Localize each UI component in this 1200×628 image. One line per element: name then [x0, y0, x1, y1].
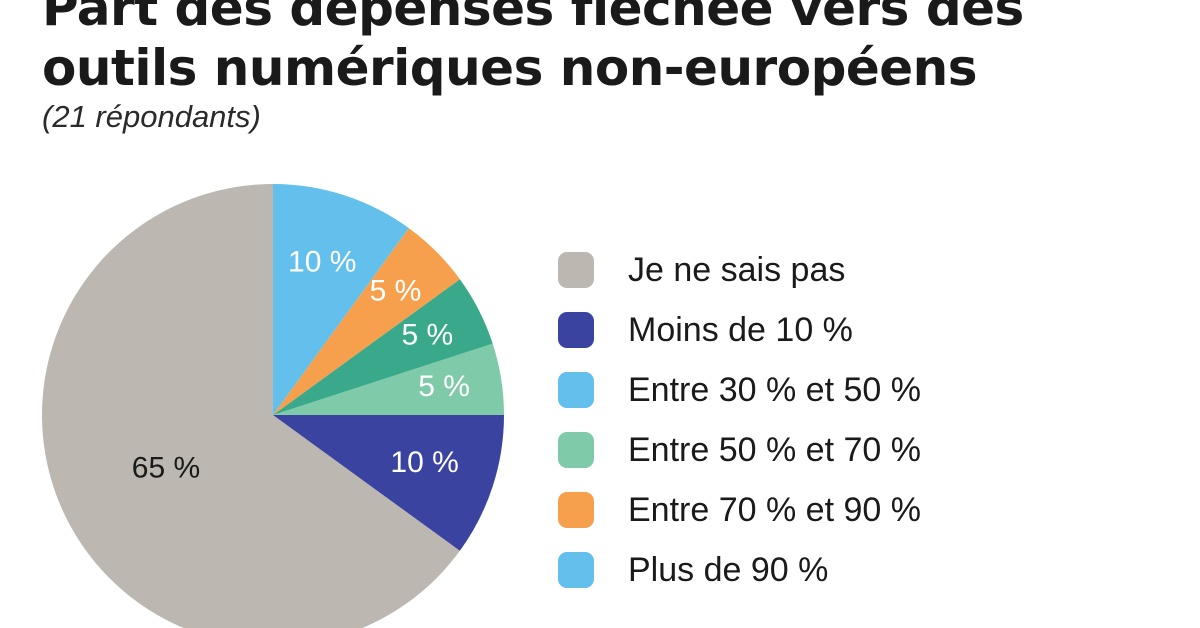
pie-slice-label: 10 %	[390, 446, 458, 479]
pie-slice	[273, 228, 460, 415]
chart-title-line-1: Part des dépenses fléchée vers des	[42, 0, 1024, 37]
pie-slice-label: 5 %	[370, 274, 422, 307]
pie-slice	[273, 279, 493, 415]
legend-item: Moins de 10 %	[558, 300, 921, 360]
legend-label: Entre 50 % et 70 %	[628, 430, 921, 469]
pie-slice-label: 5 %	[418, 370, 470, 403]
legend-swatch	[558, 372, 594, 408]
chart-legend: Je ne sais pas Moins de 10 % Entre 30 % et…	[558, 240, 921, 600]
legend-swatch	[558, 312, 594, 348]
legend-label: Moins de 10 %	[628, 310, 853, 349]
legend-item: Entre 70 % et 90 %	[558, 480, 921, 540]
pie-slice	[273, 415, 504, 551]
legend-swatch	[558, 252, 594, 288]
chart-subtitle: (21 répondants)	[42, 99, 261, 134]
legend-item: Entre 30 % et 50 %	[558, 360, 921, 420]
pie-slice	[273, 184, 409, 415]
legend-label: Plus de 90 %	[628, 550, 829, 589]
legend-item: Plus de 90 %	[558, 540, 921, 600]
pie-slice-label: 5 %	[402, 318, 454, 351]
legend-label: Entre 30 % et 50 %	[628, 370, 921, 409]
legend-label: Entre 70 % et 90 %	[628, 490, 921, 529]
legend-swatch	[558, 492, 594, 528]
legend-item: Entre 50 % et 70 %	[558, 420, 921, 480]
chart-title: Part des dépenses fléchée vers des outil…	[42, 0, 1024, 98]
legend-swatch	[558, 552, 594, 588]
pie-slice	[273, 343, 504, 415]
legend-item: Je ne sais pas	[558, 240, 921, 300]
pie-slice	[42, 184, 460, 628]
chart-title-line-2: outils numériques non-européens	[42, 39, 978, 97]
legend-label: Je ne sais pas	[628, 250, 846, 289]
pie-slice-label: 65 %	[132, 451, 200, 484]
pie-slice-label: 10 %	[288, 245, 356, 278]
legend-swatch	[558, 432, 594, 468]
